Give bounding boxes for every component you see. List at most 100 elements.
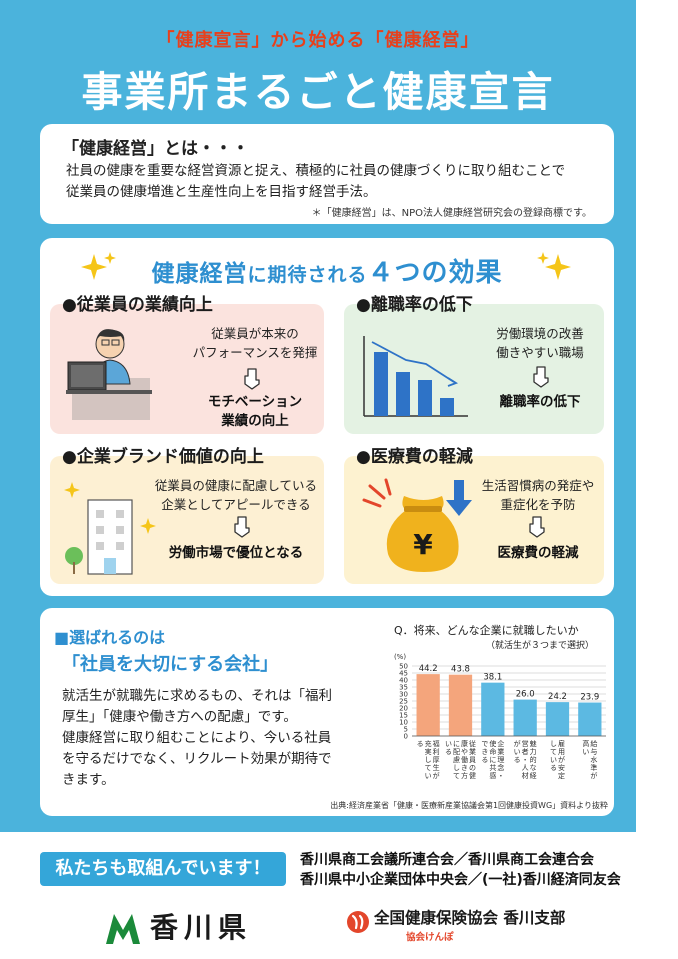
x-category-char: 生 (433, 763, 440, 772)
x-category-char: 的 (530, 755, 537, 764)
effects-title: 健康経営に期待される４つの効果 (40, 252, 614, 289)
x-category-char: 感 (489, 771, 496, 780)
definition-text: 社員の健康を重要な経営資源と捉え、積極的に社員の健康づくりに取り組むことで 従業… (62, 161, 592, 203)
x-category-char: 者 (522, 748, 529, 756)
x-category-char: 定 (558, 771, 565, 780)
x-category-char: き (481, 748, 488, 756)
desc-line: 従業員の健康に配慮している (154, 478, 318, 493)
survey-chart: Q．将来、どんな企業に就職したいか （就活生が３つまで選択） (%) 50 45 40… (380, 614, 614, 810)
x-category-char: る (417, 740, 424, 748)
bar-value-label: 23.9 (580, 693, 599, 703)
y-tick-label: 45 (399, 670, 408, 678)
result-line: 業績の向上 (221, 413, 289, 429)
definition-line-2: 従業員の健康増進と生産性向上を目指す経営手法。 (66, 184, 377, 200)
desc-line: 企業としてアピールできる (161, 497, 311, 512)
sparkle-icon (537, 252, 571, 280)
body-line: 厚生」「健康や働き方への配慮」です。 (62, 709, 297, 725)
trademark-note: ＊「健康経営」は、NPO法人健康経営研究会の登録商標です。 (311, 208, 592, 219)
x-category-char: 実 (425, 747, 432, 756)
pointing-down-icon (533, 366, 549, 388)
x-category-char: が (558, 755, 565, 764)
x-category-char: 厚 (433, 756, 440, 764)
effects-title-c: ４つの効果 (367, 258, 503, 288)
y-tick-label: 10 (399, 719, 408, 727)
x-category-char: 従 (469, 739, 476, 748)
x-category-char: の (469, 764, 476, 772)
x-category-char: 給 (590, 739, 597, 748)
kyokai-kenpo-logo (347, 911, 369, 933)
x-category-char: 与 (590, 748, 597, 756)
chart-subtitle: （就活生が３つまで選択） (486, 641, 595, 651)
x-category-char: 念 (497, 763, 504, 772)
bar-value-label: 24.2 (548, 692, 567, 702)
y-tick-label: 25 (399, 698, 408, 706)
x-category-char: 業 (469, 747, 476, 756)
effect-result-performance: モチベーション 業績の向上 (190, 393, 320, 431)
x-category-char: 力 (530, 747, 537, 756)
y-axis-unit: (%) (394, 653, 406, 661)
x-category-char: 安 (558, 763, 565, 772)
pointing-down-icon (244, 368, 260, 390)
effect-panel-medical (344, 456, 604, 584)
desc-line: パフォーマンスを発揮 (192, 345, 318, 360)
effects-title-b: に期待される (247, 264, 368, 286)
chart-title: Q．将来、どんな企業に就職したいか (394, 624, 579, 637)
x-category-char: い (582, 748, 589, 756)
x-category-char: な (530, 764, 537, 772)
chart-bar (448, 674, 473, 736)
x-category-char: 準 (590, 763, 597, 772)
x-category-char: 配 (453, 748, 460, 756)
selection-body: 就活生が就職先に求めるもの、それは「福利 厚生」「健康や働き方への配慮」です。 … (62, 686, 382, 791)
effects-title-a: 健康経営 (151, 261, 248, 287)
effect-desc-brand: 従業員の健康に配慮している 企業としてアピールできる (152, 476, 320, 514)
svg-text:¥: ¥ (413, 528, 433, 561)
chart-bar (545, 702, 570, 736)
selection-heading: ■選ばれるのは (54, 628, 166, 647)
y-tick-label: 30 (399, 691, 408, 699)
effect-heading-performance: ●従業員の業績向上 (62, 295, 213, 315)
desc-line: 労働環境の改善 (496, 326, 584, 341)
x-category-char: 人 (522, 764, 529, 772)
participation-banner: 私たちも取組んでいます！ (40, 852, 286, 886)
x-category-char: 利 (433, 747, 440, 756)
x-category-char: し (425, 756, 432, 764)
x-category-char: 水 (590, 755, 597, 764)
x-category-char: 魅 (530, 739, 537, 748)
bar-chart: (%)5045403530252015105044.2福利厚生が充実している43… (394, 653, 606, 780)
x-category-char: る (550, 764, 557, 772)
kagawa-prefecture-logo (106, 914, 140, 944)
x-category-char: や (461, 748, 468, 756)
result-line: モチベーション (207, 394, 303, 410)
desc-line: 従業員が本来の (211, 326, 299, 341)
body-line: きます。 (62, 772, 115, 788)
x-category-char: が (514, 739, 521, 748)
x-category-char: 材 (522, 771, 529, 780)
bar-value-label: 38.1 (483, 673, 502, 683)
x-category-char: し (550, 740, 557, 748)
pointing-down-icon (234, 516, 250, 538)
x-category-char: が (433, 771, 440, 780)
x-category-char: て (425, 764, 432, 772)
effect-heading-turnover: ●離職率の低下 (356, 295, 473, 315)
worker-at-computer-illustration (66, 329, 152, 420)
x-category-char: ・ (497, 772, 504, 780)
effect-heading-brand: ●企業ブランド価値の向上 (62, 447, 264, 467)
x-category-char: 用 (558, 748, 565, 756)
sparkle-icon (81, 252, 116, 280)
x-category-char: る (445, 748, 452, 756)
x-category-char: 雇 (558, 739, 565, 748)
definition-line-1: 社員の健康を重要な経営資源と捉え、積極的に社員の健康づくりに取り組むことで (66, 163, 566, 179)
x-category-char: て (453, 772, 460, 780)
x-category-char: し (453, 764, 460, 772)
x-category-char: 経 (530, 771, 537, 780)
page-subtitle: 「健康宣言」から始める「健康経営」 (156, 30, 480, 51)
pointing-down-icon (529, 516, 545, 538)
effect-desc-performance: 従業員が本来の パフォーマンスを発揮 (190, 324, 320, 362)
effect-result-brand: 労働市場で優位となる (168, 545, 304, 561)
y-tick-label: 50 (399, 663, 408, 671)
declining-bar-chart-illustration (363, 336, 468, 417)
